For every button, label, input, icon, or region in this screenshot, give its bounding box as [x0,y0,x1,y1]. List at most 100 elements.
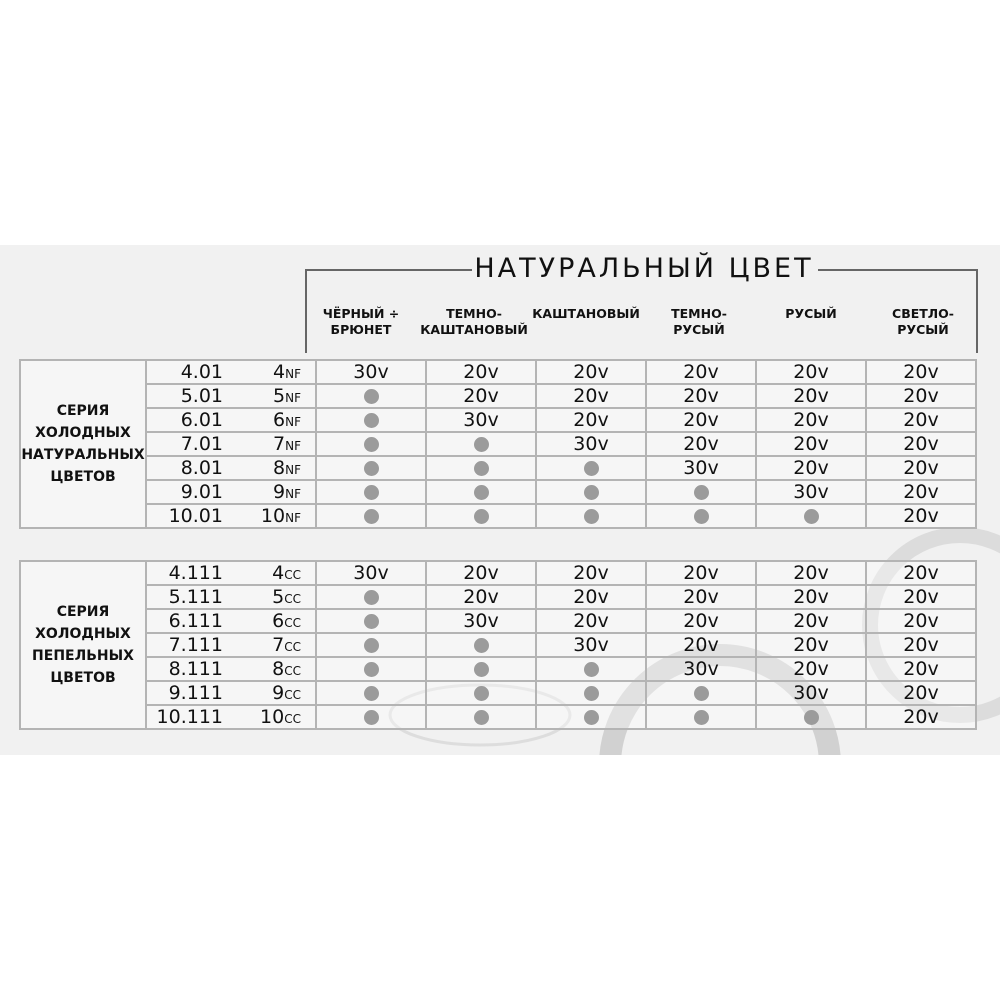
shade-code: 8.111 [145,656,231,682]
shade-number: 9 [272,682,285,704]
oxidant-cell: 20v [865,431,977,457]
table-row: 9.111 9CC 30v 20v [20,680,977,706]
shade-suffix: CC [284,568,301,582]
dot-icon [583,509,599,524]
shade-code: 7.111 [145,632,231,658]
dot-icon [363,662,379,677]
shade-short-code: 4NF [231,359,317,385]
not-applicable-cell [425,455,537,481]
column-header-line [755,322,867,338]
shade-number: 6 [272,610,285,632]
dot-icon [583,461,599,476]
dot-icon [583,686,599,701]
oxidant-cell: 20v [865,608,977,634]
color-table: СЕРИЯ ХОЛОДНЫХ ПЕПЕЛЬНЫХ ЦВЕТОВ 4.111 4CC 30v 2… [19,560,977,730]
color-table: СЕРИЯ ХОЛОДНЫХ НАТУРАЛЬНЫХ ЦВЕТОВ 4.01 4NF 30v… [19,359,977,529]
shade-number: 10 [260,706,285,728]
shade-short-code: 4CC [231,560,317,586]
dot-icon [473,509,489,524]
column-header: ЧЁРНЫЙ ÷ БРЮНЕТ [305,306,417,338]
shade-code: 5.111 [145,584,231,610]
column-header-line: ТЕМНО- [671,306,727,321]
oxidant-cell: 20v [755,455,867,481]
table-row: 6.01 6NF 30v 20v 20v 20v 20v [20,407,977,433]
shade-number: 5 [272,586,285,608]
shade-code: 7.01 [145,431,231,457]
oxidant-cell: 20v [755,584,867,610]
shade-short-code: 7NF [231,431,317,457]
dot-icon [363,461,379,476]
oxidant-cell: 20v [645,608,757,634]
dot-icon [363,614,379,629]
oxidant-cell: 20v [865,503,977,529]
column-header: ТЕМНО- КАШТАНОВЫЙ [418,306,530,338]
column-header-line: СВЕТЛО- [892,306,954,321]
shade-suffix: CC [284,712,301,726]
oxidant-cell: 20v [645,407,757,433]
column-header: КАШТАНОВЫЙ [530,306,642,338]
oxidant-cell: 30v [645,455,757,481]
dot-icon [473,710,489,725]
oxidant-cell: 30v [535,431,647,457]
oxidant-cell: 20v [645,584,757,610]
oxidant-cell: 20v [645,560,757,586]
dot-icon [363,710,379,725]
oxidant-cell: 20v [755,431,867,457]
shade-number: 8 [272,658,285,680]
not-applicable-cell [645,680,757,706]
shade-short-code: 10NF [231,503,317,529]
dot-icon [363,389,379,404]
shade-number: 4 [273,361,286,383]
dot-icon [693,686,709,701]
shade-number: 10 [260,505,286,527]
dot-icon [583,485,599,500]
dot-icon [473,662,489,677]
oxidant-cell: 20v [865,656,977,682]
oxidant-cell: 20v [425,383,537,409]
oxidant-cell: 20v [755,632,867,658]
shade-suffix: CC [284,688,301,702]
dot-icon [363,485,379,500]
table-row: 6.111 6CC 30v 20v 20v 20v 20v [20,608,977,634]
dot-icon [473,437,489,452]
shade-suffix: NF [285,487,301,501]
dot-icon [693,509,709,524]
not-applicable-cell [425,503,537,529]
not-applicable-cell [315,383,427,409]
oxidant-cell: 20v [755,407,867,433]
column-header-line: РУСЫЙ [673,322,725,337]
column-header-line: КАШТАНОВЫЙ [420,322,528,337]
shade-code: 8.01 [145,455,231,481]
dot-icon [473,638,489,653]
oxidant-cell: 20v [755,608,867,634]
series-label-line: СЕРИЯ [56,604,110,620]
dot-icon [693,710,709,725]
shade-suffix: CC [284,592,301,606]
not-applicable-cell [315,584,427,610]
series-label: СЕРИЯ ХОЛОДНЫХ ПЕПЕЛЬНЫХ ЦВЕТОВ [19,560,147,730]
not-applicable-cell [315,656,427,682]
shade-suffix: CC [284,664,301,678]
oxidant-cell: 20v [755,656,867,682]
oxidant-cell: 20v [755,383,867,409]
oxidant-cell: 20v [865,383,977,409]
column-header-line: РУСЫЙ [785,306,837,321]
table-row: 8.01 8NF 30v 20v 20v [20,455,977,481]
oxidant-cell: 20v [645,632,757,658]
series-label-line: ХОЛОДНЫХ [35,425,131,441]
oxidant-cell: 20v [755,359,867,385]
shade-suffix: CC [284,640,301,654]
table-row: 5.111 5CC 20v 20v 20v 20v 20v [20,584,977,610]
shade-short-code: 9CC [231,680,317,706]
not-applicable-cell [535,704,647,730]
not-applicable-cell [315,431,427,457]
shade-short-code: 8NF [231,455,317,481]
shade-number: 8 [273,457,286,479]
dot-icon [363,686,379,701]
shade-code: 5.01 [145,383,231,409]
dot-icon [693,485,709,500]
oxidant-cell: 20v [645,359,757,385]
series-label-line: ХОЛОДНЫХ [35,626,131,642]
not-applicable-cell [315,680,427,706]
oxidant-cell: 20v [645,431,757,457]
